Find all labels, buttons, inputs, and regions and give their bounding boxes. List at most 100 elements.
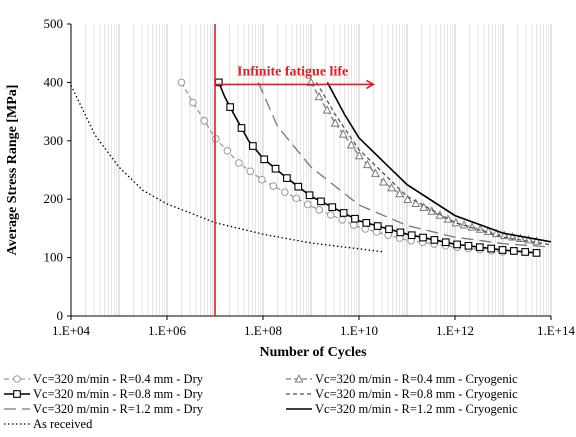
legend-label: As received [33,417,93,431]
data-point [403,194,413,204]
data-point [475,224,485,233]
x-tick-label: 1.E+12 [436,323,474,338]
data-point [292,194,301,203]
data-point [407,231,416,240]
x-tick-label: 1.E+04 [52,323,91,338]
data-point [349,221,358,229]
data-point [395,188,405,198]
data-point [314,91,324,101]
y-tick-label: 100 [44,250,64,265]
data-point [510,247,518,255]
data-point [226,103,234,111]
data-point [258,175,266,184]
data-point [248,142,257,150]
data-point [430,236,439,244]
series-group [70,77,552,257]
x-tick-label: 1.E+06 [148,323,187,338]
data-point [200,116,209,125]
data-point [283,174,291,182]
legend-label: Vc=320 m/min - R=1.2 mm - Cryogenic [315,402,518,416]
data-point [338,129,348,138]
y-tick-label: 0 [57,308,64,323]
data-point [322,105,332,114]
data-point [13,375,21,383]
data-point [351,214,359,223]
data-point [387,183,396,192]
data-point [379,177,388,186]
data-point [419,233,427,242]
data-point [419,202,429,211]
data-point [246,167,255,176]
data-point [521,248,530,256]
data-point [354,150,364,160]
series-vc-320-m-min-r-0-8-mm-cryogenic [315,82,552,246]
legend-item: Vc=320 m/min - R=1.2 mm - Dry [4,402,204,416]
legend-label: Vc=320 m/min - R=0.4 mm - Cryogenic [315,372,518,386]
legend-label: Vc=320 m/min - R=0.8 mm - Dry [33,387,204,401]
legend-label: Vc=320 m/min - R=0.4 mm - Dry [33,372,204,386]
data-point [305,191,314,200]
series-line [315,82,552,246]
data-point [499,230,509,240]
data-point [411,198,421,207]
series-line [257,82,552,248]
series-vc-320-m-min-r-1-2-mm-cryogenic [326,82,552,243]
y-tick-label: 400 [44,74,64,89]
arrow-head [366,79,376,90]
x-tick-label: 1.E+08 [244,323,282,338]
series-vc-320-m-min-r-0-8-mm-dry [214,78,541,257]
y-axis-title: Average Stress Range [MPa] [5,85,20,256]
data-point [189,98,197,107]
y-tick-label: 300 [44,133,64,148]
series-line [326,82,552,243]
data-point [362,219,371,227]
data-point [459,220,469,229]
x-tick-label: 1.E+10 [340,323,378,338]
data-point [317,197,325,206]
x-tick-label: 1.E+14 [537,323,576,338]
data-point [532,249,541,257]
data-point [396,228,405,237]
x-axis-title: Number of Cycles [259,345,367,360]
data-point [371,168,380,177]
data-point [315,206,324,214]
data-point [303,200,312,209]
data-point [498,246,507,254]
annotation-group: Infinite fatigue life [214,24,376,316]
data-point [464,241,473,250]
legend-item: Vc=320 m/min - R=0.4 mm - Dry [4,372,204,386]
series-vc-320-m-min-r-1-2-mm-dry [257,82,552,248]
axes [70,24,551,317]
data-point [475,243,484,252]
data-point [326,211,335,219]
data-point [237,124,246,132]
infinite-life-label: Infinite fatigue life [237,64,348,79]
data-point [338,216,347,224]
y-tick-label: 500 [44,16,64,31]
data-point [441,238,450,247]
data-point [346,140,356,149]
data-point [260,155,269,164]
data-point [223,147,232,155]
legend-label: Vc=320 m/min - R=1.2 mm - Dry [33,402,204,416]
data-point [487,244,496,253]
legend-item: Vc=320 m/min - R=0.8 mm - Cryogenic [286,387,518,401]
data-point [294,182,303,191]
data-point [281,188,289,196]
data-point [339,209,348,217]
legend-item: Vc=320 m/min - R=1.2 mm - Cryogenic [286,402,518,416]
data-point [328,203,337,212]
data-point [294,374,304,383]
data-point [362,159,372,169]
data-point [269,182,278,190]
legend-item: Vc=320 m/min - R=0.4 mm - Cryogenic [286,372,518,386]
legend-label: Vc=320 m/min - R=0.8 mm - Cryogenic [315,387,518,401]
data-point [385,225,393,234]
data-point [177,78,186,87]
data-point [271,164,280,173]
data-point [330,118,340,127]
legend-item: Vc=320 m/min - R=0.8 mm - Dry [4,387,204,401]
data-point [453,240,461,249]
